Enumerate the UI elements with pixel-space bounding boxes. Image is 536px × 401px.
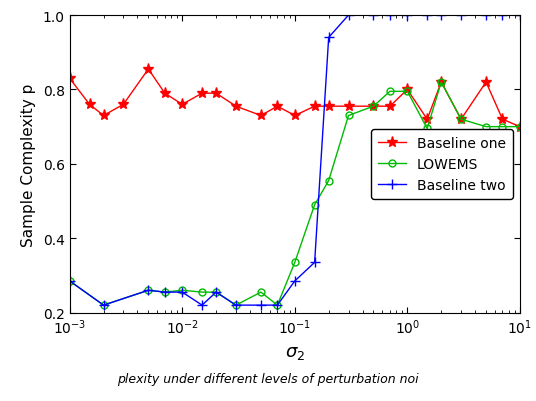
Baseline two [161, 290, 168, 295]
Y-axis label: Sample Complexity p: Sample Complexity p [21, 83, 36, 246]
LOWEMS [370, 105, 377, 109]
Baseline two [145, 288, 152, 293]
Baseline one [370, 105, 377, 109]
Baseline one [233, 105, 239, 109]
Baseline two [213, 290, 219, 295]
Baseline one [199, 91, 205, 96]
LOWEMS [179, 288, 185, 293]
Baseline one [86, 103, 93, 107]
Baseline two [179, 290, 185, 295]
Baseline two [483, 14, 489, 18]
Baseline one [311, 105, 318, 109]
X-axis label: $\sigma_2$: $\sigma_2$ [285, 343, 305, 361]
Line: Baseline one: Baseline one [64, 64, 525, 133]
LOWEMS [311, 203, 318, 208]
LOWEMS [386, 90, 393, 95]
Baseline two [438, 14, 444, 18]
LOWEMS [199, 290, 205, 295]
Baseline one [145, 67, 152, 72]
Baseline two [386, 14, 393, 18]
Legend: Baseline one, LOWEMS, Baseline two: Baseline one, LOWEMS, Baseline two [371, 130, 513, 199]
LOWEMS [345, 114, 352, 119]
LOWEMS [274, 303, 280, 308]
Baseline one [345, 105, 352, 109]
Baseline two [404, 14, 411, 18]
Baseline two [66, 279, 73, 284]
Text: plexity under different levels of perturbation noi: plexity under different levels of pertur… [117, 372, 419, 385]
LOWEMS [145, 288, 152, 293]
LOWEMS [66, 279, 73, 284]
Baseline one [404, 88, 411, 93]
Baseline one [179, 103, 185, 107]
Baseline one [499, 117, 505, 122]
LOWEMS [325, 179, 332, 184]
Baseline two [499, 14, 505, 18]
Baseline one [213, 91, 219, 96]
LOWEMS [100, 303, 107, 308]
Baseline two [325, 36, 332, 41]
Baseline one [161, 91, 168, 96]
LOWEMS [213, 290, 219, 295]
Baseline one [258, 114, 264, 119]
Baseline one [120, 103, 126, 107]
LOWEMS [404, 90, 411, 95]
Baseline two [424, 14, 430, 18]
LOWEMS [233, 303, 239, 308]
Line: LOWEMS: LOWEMS [66, 79, 523, 309]
LOWEMS [499, 125, 505, 130]
LOWEMS [161, 290, 168, 295]
LOWEMS [258, 290, 264, 295]
Baseline one [292, 114, 298, 119]
Baseline two [233, 303, 239, 308]
LOWEMS [438, 80, 444, 85]
LOWEMS [292, 260, 298, 265]
Baseline two [370, 14, 377, 18]
Baseline one [517, 125, 523, 130]
Baseline two [311, 260, 318, 265]
Baseline one [483, 80, 489, 85]
Baseline one [274, 105, 280, 109]
Line: Baseline two: Baseline two [65, 11, 525, 310]
Baseline two [345, 14, 352, 18]
LOWEMS [517, 125, 523, 130]
Baseline one [458, 117, 464, 122]
Baseline one [438, 80, 444, 85]
Baseline one [424, 117, 430, 122]
Baseline two [100, 303, 107, 308]
Baseline one [100, 114, 107, 119]
Baseline two [517, 14, 523, 18]
Baseline two [458, 14, 464, 18]
LOWEMS [483, 125, 489, 130]
Baseline one [386, 105, 393, 109]
Baseline one [66, 77, 73, 81]
Baseline two [292, 279, 298, 284]
LOWEMS [424, 127, 430, 132]
Baseline one [325, 105, 332, 109]
Baseline two [199, 303, 205, 308]
Baseline two [258, 303, 264, 308]
Baseline two [274, 303, 280, 308]
LOWEMS [458, 117, 464, 122]
